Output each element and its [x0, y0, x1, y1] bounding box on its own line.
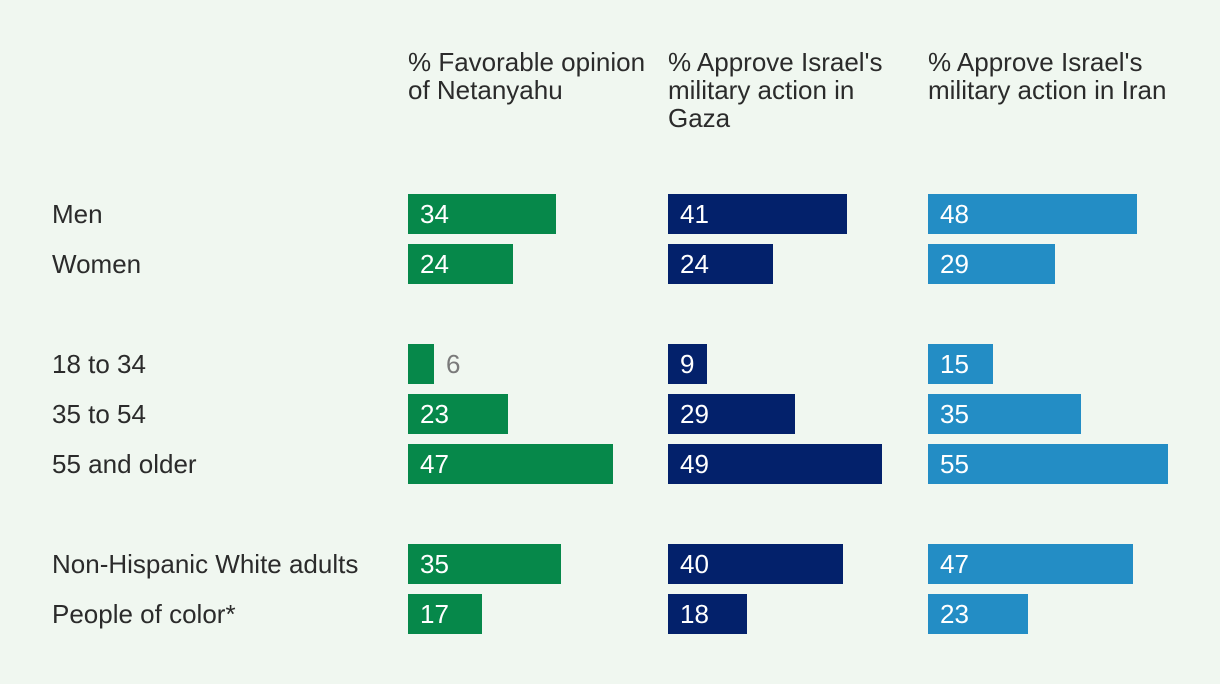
bar-series-3-people-of-color: [928, 594, 1028, 634]
data-label-series-3-women: 29: [940, 249, 969, 279]
data-label-series-1-men: 34: [420, 199, 449, 229]
data-label-series-3-non-hispanic-white-adults: 47: [940, 549, 969, 579]
row-label-18-to-34: 18 to 34: [52, 349, 146, 379]
bar-series-3-35-to-54: [928, 394, 1081, 434]
row-label-55-and-older: 55 and older: [52, 449, 197, 479]
data-label-series-2-non-hispanic-white-adults: 40: [680, 549, 709, 579]
bar-series-1-non-hispanic-white-adults: [408, 544, 561, 584]
data-label-series-3-18-to-34: 15: [940, 349, 969, 379]
bar-series-1-people-of-color: [408, 594, 482, 634]
bar-series-2-women: [668, 244, 773, 284]
data-label-series-3-men: 48: [940, 199, 969, 229]
bar-series-2-18-to-34: [668, 344, 707, 384]
row-label-people-of-color: People of color*: [52, 599, 236, 629]
data-label-series-1-non-hispanic-white-adults: 35: [420, 549, 449, 579]
data-label-series-2-people-of-color: 18: [680, 599, 709, 629]
bar-series-3-men: [928, 194, 1137, 234]
column-header-1: % Favorable opinion of Netanyahu: [408, 47, 646, 105]
data-label-series-1-women: 24: [420, 249, 449, 279]
data-label-series-2-18-to-34: 9: [680, 349, 695, 379]
data-label-series-1-35-to-54: 23: [420, 399, 449, 429]
bar-series-2-people-of-color: [668, 594, 747, 634]
data-label-series-3-35-to-54: 35: [940, 399, 969, 429]
data-label-series-3-55-and-older: 55: [940, 449, 969, 479]
column-header-2: % Approve Israel's military action in Ga…: [668, 47, 883, 133]
row-label-non-hispanic-white-adults: Non-Hispanic White adults: [52, 549, 359, 579]
bar-series-2-55-and-older: [668, 444, 882, 484]
data-label-series-2-women: 24: [680, 249, 709, 279]
column-header-3: % Approve Israel's military action in Ir…: [928, 47, 1167, 105]
bar-series-1-35-to-54: [408, 394, 508, 434]
data-label-series-1-people-of-color: 17: [420, 599, 449, 629]
bar-series-3-women: [928, 244, 1055, 284]
bar-series-3-55-and-older: [928, 444, 1168, 484]
bar-series-3-18-to-34: [928, 344, 993, 384]
bar-series-1-women: [408, 244, 513, 284]
data-label-series-1-55-and-older: 47: [420, 449, 449, 479]
row-label-women: Women: [52, 249, 142, 279]
data-label-series-1-18-to-34: 6: [446, 349, 461, 379]
data-label-series-3-people-of-color: 23: [940, 599, 969, 629]
row-label-35-to-54: 35 to 54: [52, 399, 146, 429]
bar-series-1-55-and-older: [408, 444, 613, 484]
data-label-series-2-55-and-older: 49: [680, 449, 709, 479]
row-label-men: Men: [52, 199, 103, 229]
bar-series-1-men: [408, 194, 556, 234]
bar-series-3-non-hispanic-white-adults: [928, 544, 1133, 584]
data-label-series-2-35-to-54: 29: [680, 399, 709, 429]
bar-series-2-35-to-54: [668, 394, 795, 434]
bar-series-1-18-to-34: [408, 344, 434, 384]
bar-series-2-non-hispanic-white-adults: [668, 544, 843, 584]
data-label-series-2-men: 41: [680, 199, 709, 229]
bar-series-2-men: [668, 194, 847, 234]
